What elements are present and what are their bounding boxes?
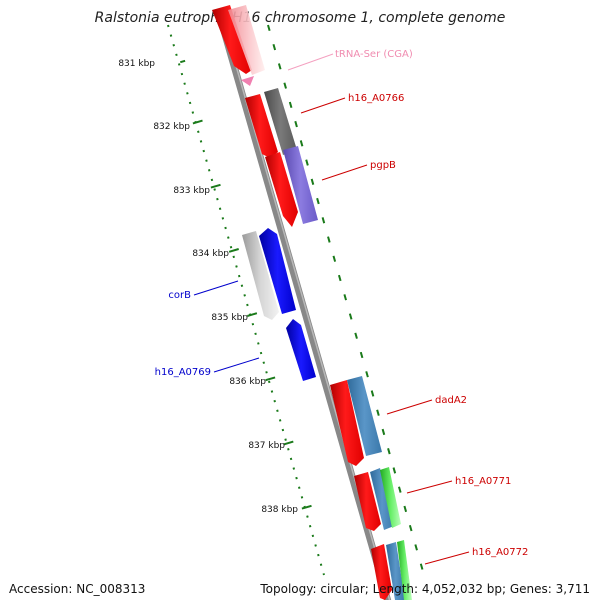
scale-label: 833 kbp [173, 186, 210, 196]
leader-dadA2 [386, 399, 433, 415]
leader-h16-A0766 [300, 97, 346, 114]
gene-label-pgpB: pgpB [370, 160, 396, 171]
scale-label: 836 kbp [229, 377, 266, 387]
gene-label-h16-A0772: h16_A0772 [472, 547, 528, 558]
gene-corB [259, 228, 296, 314]
scale-label: 831 kbp [118, 59, 155, 69]
leader-corB [193, 280, 239, 296]
scale-label: 832 kbp [153, 122, 190, 132]
gene-trna [241, 76, 254, 86]
gene-h16-A0772-steel [386, 542, 405, 600]
gene-label-trna: tRNA-Ser (CGA) [335, 49, 413, 60]
leader-pgpB [321, 164, 368, 181]
gene-pgpB-inner [265, 152, 298, 227]
topology-text: Topology: circular; Length: 4,052,032 bp… [260, 582, 590, 596]
gene-red-top [212, 5, 252, 74]
scale-labels: 831 kbp 832 kbp 833 kbp 834 kbp 835 kbp … [118, 59, 298, 515]
gene-label-h16-A0769: h16_A0769 [155, 367, 211, 378]
gene-labels: tRNA-Ser (CGA) h16_A0766 pgpB corB h16_A… [155, 49, 529, 558]
scale-tick [228, 248, 239, 253]
gene-label-h16-A0771: h16_A0771 [455, 476, 511, 487]
gene-label-dadA2: dadA2 [435, 395, 467, 406]
gene-dadA2-steel [347, 376, 382, 456]
gene-h16-A0771-steel [370, 468, 394, 530]
gene-gray [264, 88, 297, 155]
scale-tick [180, 59, 186, 64]
leader-h16-A0772 [424, 551, 470, 565]
scale-label: 834 kbp [192, 249, 229, 259]
chromosome-backbone [214, 9, 392, 600]
gene-pink-top [228, 5, 265, 75]
leader-h16-A0769 [213, 357, 260, 373]
scale-tick [192, 119, 203, 125]
gene-h16-A0771-green [380, 467, 401, 528]
accession-text: Accession: NC_008313 [9, 582, 146, 596]
leader-h16-A0771 [406, 480, 453, 494]
outer-tick-line [267, 24, 425, 576]
scale-ticks [180, 59, 312, 510]
map-title: Ralstonia eutropha H16 chromosome 1, com… [95, 10, 506, 26]
gene-label-h16-A0766: h16_A0766 [348, 93, 404, 104]
scale-tick [210, 183, 221, 189]
gene-label-corB: corB [168, 290, 191, 301]
scale-tick [247, 312, 258, 317]
leader-trna [287, 53, 334, 71]
gene-h16-A0769 [286, 319, 316, 381]
label-leaders [193, 53, 470, 565]
scale-label: 835 kbp [211, 313, 248, 323]
scale-tick [283, 440, 294, 446]
gene-h16-A0766 [245, 94, 278, 158]
scale-label: 838 kbp [261, 505, 298, 515]
gene-corB-gray [242, 231, 279, 320]
gene-pgpB [283, 146, 318, 224]
scale-tick [265, 376, 276, 382]
genes-forward-strand [264, 88, 412, 600]
gene-dadA2 [330, 380, 364, 466]
gene-h16-A0772 [371, 544, 392, 600]
gene-h16-A0771 [354, 472, 381, 531]
scale-tick [301, 504, 312, 510]
gene-h16-A0772-green [397, 540, 412, 600]
scale-label: 837 kbp [248, 441, 285, 451]
genes-reverse-strand [212, 5, 316, 381]
